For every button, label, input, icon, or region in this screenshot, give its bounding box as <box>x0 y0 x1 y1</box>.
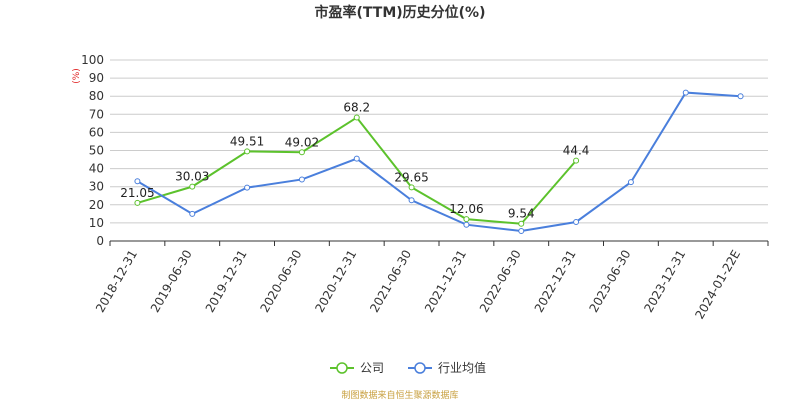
y-tick-label: 90 <box>89 71 104 85</box>
data-point <box>518 220 525 227</box>
x-tick-label: 2022-06-30 <box>477 248 524 315</box>
data-label: 9.54 <box>508 207 535 221</box>
x-tick-label: 2023-06-30 <box>587 248 634 315</box>
data-point <box>408 184 415 191</box>
legend-label-0: 公司 <box>360 361 384 375</box>
source-note: 制图数据来自恒生聚源数据库 <box>341 389 458 400</box>
legend-swatch-marker <box>414 362 426 374</box>
chart-title: 市盈率(TTM)历史分位(%) <box>315 4 486 21</box>
data-point <box>737 93 744 100</box>
axes: 0 10 20 30 40 50 60 70 80 90 100 2018-12-31 2019-06-… <box>81 53 769 322</box>
data-label: 68.2 <box>343 101 370 115</box>
data-point <box>463 221 470 228</box>
data-point <box>189 210 196 217</box>
x-tick-label: 2020-06-30 <box>258 248 305 315</box>
data-point <box>463 216 470 223</box>
legend-swatch-marker <box>336 362 348 374</box>
legend-label-1: 行业均值 <box>438 360 486 375</box>
data-point <box>298 149 305 156</box>
data-point <box>353 114 360 121</box>
x-tick-label: 2020-12-31 <box>312 248 359 315</box>
data-point <box>244 184 251 191</box>
x-tick-label: 2021-12-31 <box>422 247 469 314</box>
y-tick-label: 100 <box>81 53 104 67</box>
data-point <box>189 183 196 190</box>
data-label: 49.02 <box>285 135 319 149</box>
data-point <box>298 176 305 183</box>
data-label: 49.51 <box>230 134 264 148</box>
data-point <box>573 218 580 225</box>
y-tick-label: 50 <box>89 144 104 158</box>
grid <box>110 59 768 242</box>
series-line-1 <box>136 91 741 233</box>
x-tick-label: 2019-12-31 <box>203 247 250 314</box>
data-labels: 21.05 30.03 49.51 49.02 68.2 29.65 12.06 9.54 44… <box>120 101 589 221</box>
data-label: 29.65 <box>394 170 428 184</box>
y-axis-unit: (%) <box>72 68 82 84</box>
plot-area <box>134 89 744 235</box>
y-tick-label: 20 <box>89 198 104 212</box>
x-tick-label: 2021-06-30 <box>367 248 414 315</box>
legend: 公司 行业均值 <box>330 360 486 375</box>
data-point <box>573 157 580 164</box>
y-tick-label: 60 <box>89 125 104 139</box>
data-label: 12.06 <box>449 202 483 216</box>
x-tick-label: 2022-12-31 <box>532 248 579 315</box>
y-tick-label: 40 <box>89 162 104 176</box>
y-tick-label: 30 <box>89 180 104 194</box>
data-point <box>353 155 360 162</box>
y-tick-label: 70 <box>89 107 104 121</box>
data-point <box>518 228 525 235</box>
y-tick-label: 10 <box>89 216 104 230</box>
y-tick-label: 0 <box>96 234 104 248</box>
data-label: 30.03 <box>175 170 209 184</box>
x-tick-label: 2023-12-31 <box>641 248 688 315</box>
data-point <box>244 148 251 155</box>
data-point <box>408 197 415 204</box>
data-label: 21.05 <box>120 186 154 200</box>
x-tick-label: 2019-06-30 <box>148 248 195 315</box>
data-label: 44.4 <box>563 144 590 158</box>
x-tick-label: 2018-12-31 <box>93 248 140 315</box>
data-point <box>134 178 141 185</box>
x-tick-label: 2024-01-22E <box>692 248 743 322</box>
y-tick-label: 80 <box>89 89 104 103</box>
data-point <box>627 179 634 186</box>
data-point <box>134 199 141 206</box>
data-point <box>682 89 689 96</box>
